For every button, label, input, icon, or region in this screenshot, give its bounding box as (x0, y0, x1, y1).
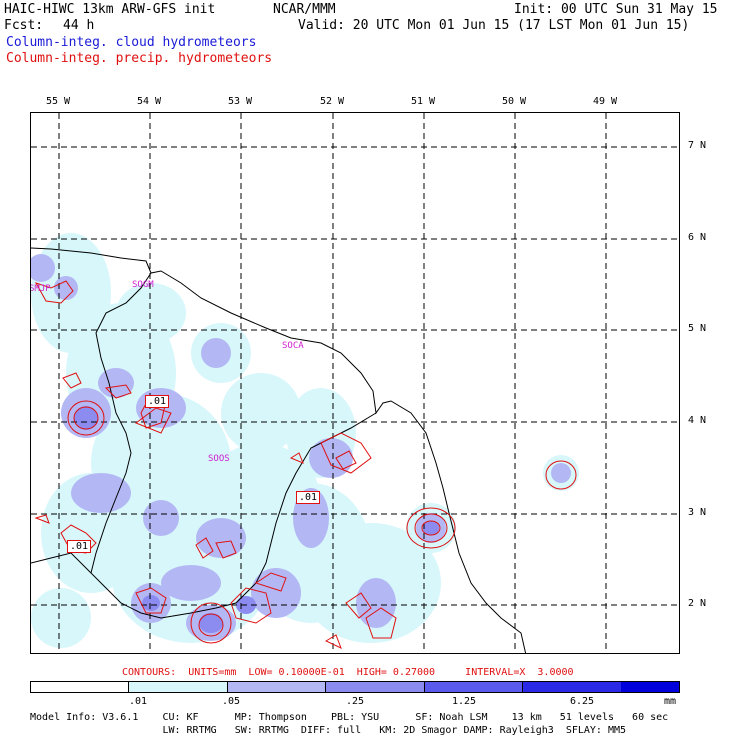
color-bar-label: .05 (222, 696, 241, 707)
lon-label: 52 W (319, 96, 345, 107)
site-label-smjp: SMJP (30, 284, 51, 294)
lat-label: 2 N (688, 598, 707, 609)
lon-label: 50 W (501, 96, 527, 107)
contour-label: .01 (296, 491, 321, 504)
lon-label: 51 W (410, 96, 436, 107)
color-bar-units: mm (664, 696, 677, 707)
model-info-line2: LW: RRTMG SW: RRTMG DIFF: full KM: 2D Sm… (30, 725, 627, 736)
color-bar (30, 681, 680, 693)
field-cloud-label: Column-integ. cloud hydrometeors (6, 35, 257, 50)
color-bar-segment (129, 682, 228, 692)
site-label-sogm: SOGM (132, 280, 154, 290)
lon-label: 54 W (136, 96, 162, 107)
title-center: NCAR/MMM (273, 2, 336, 17)
lat-lon-grid (31, 113, 679, 653)
fcst-value: 44 h (63, 18, 95, 33)
map-canvas (31, 113, 679, 653)
lat-label: 7 N (688, 140, 707, 151)
valid-time: Valid: 20 UTC Mon 01 Jun 15 (17 LST Mon … (298, 18, 690, 33)
map-panel: SMJP SOGM SOCA SOOS .01 .01 .01 (30, 112, 680, 654)
coastline (31, 247, 527, 653)
title-left: HAIC-HIWC 13km ARW-GFS init (4, 2, 216, 17)
contour-label: .01 (67, 540, 92, 553)
color-bar-label: 6.25 (570, 696, 595, 707)
lat-label: 6 N (688, 232, 707, 243)
site-label-soca: SOCA (282, 341, 304, 351)
color-bar-segment (424, 682, 524, 692)
color-bar-label: .01 (129, 696, 148, 707)
lat-label: 4 N (688, 415, 707, 426)
color-bar-segment (523, 682, 621, 692)
model-info-line1: Model Info: V3.6.1 CU: KF MP: Thompson P… (30, 712, 669, 723)
color-bar-label: .25 (346, 696, 365, 707)
cloud-shading-light (31, 233, 579, 648)
cloud-shading-dark (74, 406, 439, 633)
color-bar-segment (326, 682, 425, 692)
field-precip-label: Column-integ. precip. hydrometeors (6, 51, 273, 66)
color-bar-segment (227, 682, 327, 692)
lon-label: 55 W (45, 96, 71, 107)
lon-label: 53 W (227, 96, 253, 107)
color-bar-segment (31, 682, 130, 692)
site-label-soos: SOOS (208, 454, 230, 464)
contour-info: CONTOURS: UNITS=mm LOW= 0.10000E-01 HIGH… (122, 667, 574, 678)
color-bar-label: 1.25 (452, 696, 477, 707)
lon-label: 49 W (592, 96, 618, 107)
color-bar-segment (620, 682, 679, 692)
lat-label: 5 N (688, 323, 707, 334)
lat-label: 3 N (688, 507, 707, 518)
contour-label: .01 (145, 395, 170, 408)
fcst-label: Fcst: (4, 18, 44, 33)
init-time: Init: 00 UTC Sun 31 May 15 (514, 2, 718, 17)
precip-contours (34, 280, 577, 649)
